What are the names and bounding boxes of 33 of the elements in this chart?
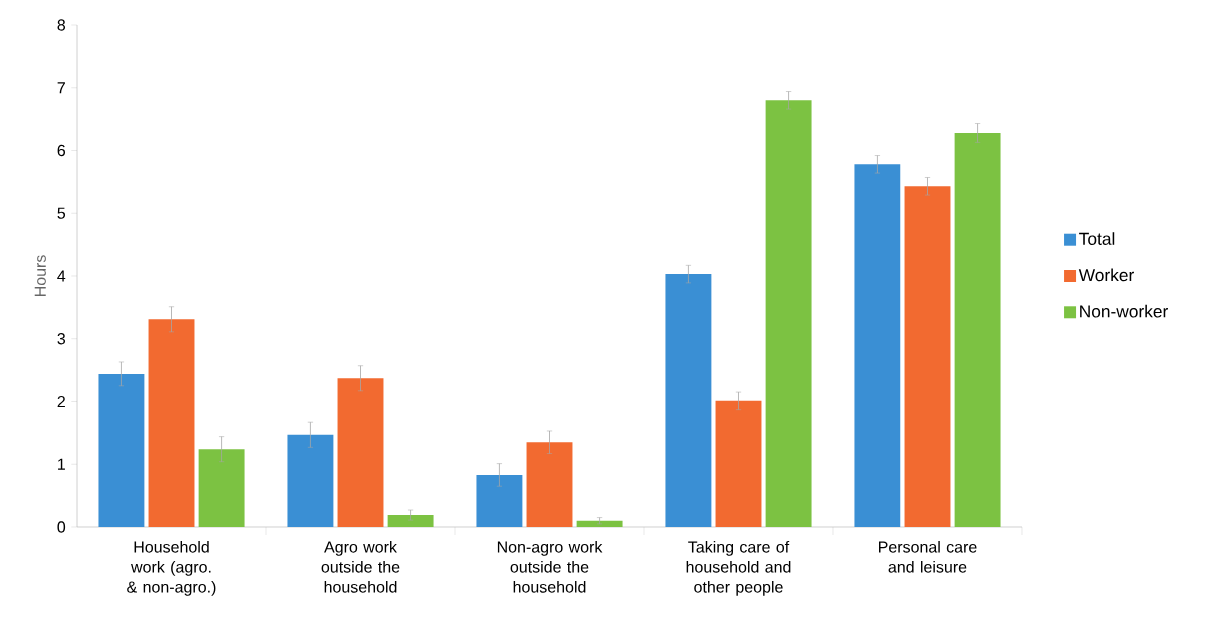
bar	[387, 515, 434, 527]
x-tick-label: Personal care and leisure	[879, 540, 977, 573]
bar	[337, 378, 384, 527]
y-tick-label: 6	[57, 144, 66, 157]
y-tick-label: 1	[58, 458, 65, 470]
bar	[665, 274, 712, 527]
bar	[476, 474, 523, 527]
bar	[198, 449, 245, 527]
x-tick-label: Taking care of household and other people	[686, 540, 791, 596]
x-tick-label: Agro work outside the household	[321, 540, 400, 593]
bar	[98, 373, 145, 527]
y-tick-label: 5	[57, 207, 66, 219]
y-tick-label: 0	[57, 521, 66, 533]
y-tick-label: 3	[57, 333, 66, 345]
bar	[904, 186, 951, 527]
y-tick-label: 8	[57, 19, 66, 31]
bar	[576, 520, 623, 527]
bar	[854, 164, 901, 527]
bar	[715, 400, 762, 527]
legend-label: Non-worker	[1080, 304, 1168, 318]
legend-label: Total	[1079, 232, 1115, 245]
bar	[148, 319, 195, 527]
legend-label: Worker	[1078, 268, 1134, 282]
bar	[287, 434, 334, 527]
bar	[526, 442, 573, 527]
x-tick-label: Household work (agro. & non-agro.)	[127, 540, 216, 596]
bar	[765, 100, 812, 527]
y-tick-label: 4	[57, 270, 66, 282]
y-tick-label: 2	[57, 395, 65, 408]
y-tick-label: 7	[57, 82, 65, 94]
x-tick-label: Non-agro work outside the household	[497, 540, 603, 593]
y-axis-title: Hours	[34, 255, 46, 297]
bar	[954, 132, 1001, 527]
